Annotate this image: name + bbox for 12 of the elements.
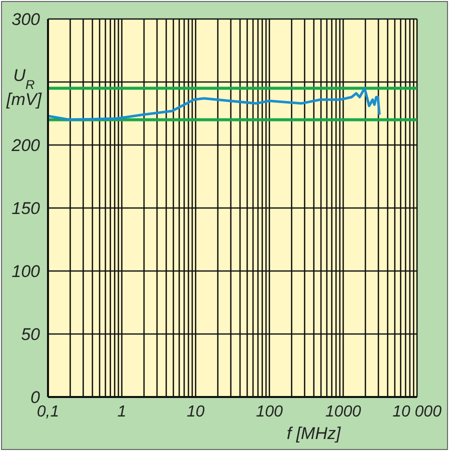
x-axis-title: f [MHz]: [286, 424, 342, 443]
y-tick-label: 200: [10, 136, 41, 156]
y-tick-label: 50: [21, 325, 41, 344]
x-tick-label: 10: [186, 403, 205, 420]
x-tick-label: 1: [117, 403, 126, 420]
y-tick-label: 300: [12, 10, 41, 30]
x-tick-label: 100: [256, 403, 283, 420]
y-tick-label: 150: [12, 199, 41, 218]
x-tick-label: 1000: [325, 403, 362, 420]
x-tick-label: 10 000: [392, 403, 442, 420]
y-axis-title: U$_{R}$ [mV]: [6, 66, 43, 109]
y-tick-label: 100: [12, 262, 41, 282]
